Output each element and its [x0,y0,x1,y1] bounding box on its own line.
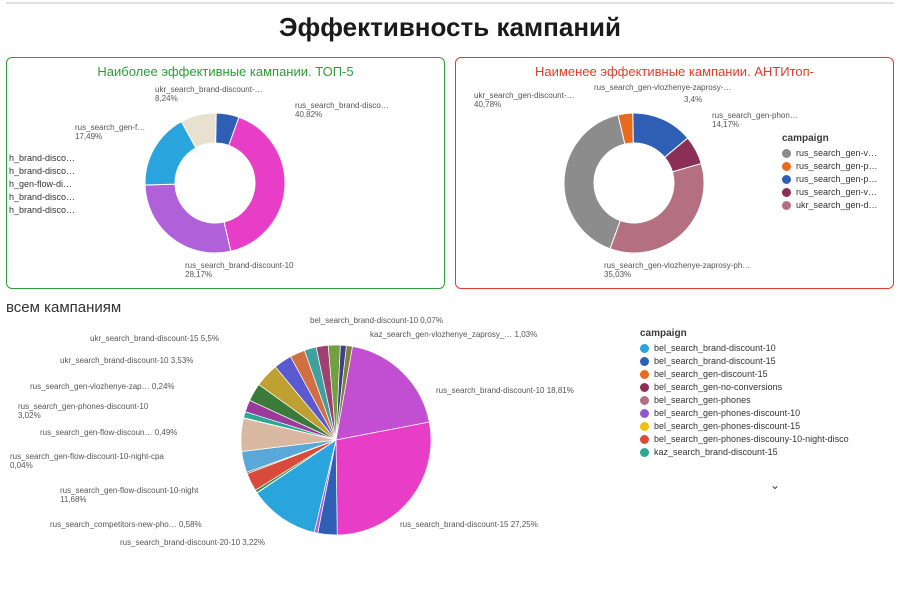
legend-item: h_brand-disco… [9,205,75,215]
slice-label: ukr_search_brand-discount-10 3,53% [60,356,193,365]
legend-item[interactable]: bel_search_gen-phones-discount-15 [640,421,849,431]
swatch [640,396,649,405]
slice-label: ukr_search_brand-discount-…8,24% [155,85,263,103]
legend-right: campaign rus_search_gen-v… rus_search_gen-… [782,133,878,213]
anti-chart: ukr_search_gen-discount-…40,78% rus_searc… [464,83,885,273]
legend-item[interactable]: bel_search_brand-discount-10 [640,343,849,353]
legend-item[interactable]: bel_search_gen-phones-discouny-10-night-… [640,434,849,444]
anti-panel: Наименее эффективные кампании. АНТИтоп- … [455,57,894,289]
slice-label: rus_search_brand-discount-15 27,25% [400,520,538,529]
swatch [640,357,649,366]
legend-item[interactable]: bel_search_gen-phones-discount-10 [640,408,849,418]
legend-item[interactable]: bel_search_gen-phones [640,395,849,405]
swatch [640,409,649,418]
swatch [782,162,791,171]
swatch [782,188,791,197]
slice-label: rus_search_gen-vlozhenye-zaprosy-… [594,83,731,92]
slice-label: 3,4% [684,95,702,104]
swatch [640,448,649,457]
legend-item: h_brand-disco… [9,192,75,202]
legend-label: rus_search_gen-p… [796,174,878,184]
top5-panel: Наиболее эффективные кампании. ТОП-5 rus… [6,57,445,289]
all-title: всем кампаниям [6,299,900,316]
swatch [640,383,649,392]
legend-label: bel_search_brand-discount-10 [654,343,776,353]
donut-slice[interactable] [610,164,704,253]
legend-title: campaign [782,133,878,144]
slice-label: rus_search_competitors-new-pho… 0,58% [50,520,202,529]
legend-item[interactable]: bel_search_gen-discount-15 [640,369,849,379]
top5-chart: rus_search_brand-disco…40,82% rus_search_… [15,83,436,273]
slice-label: rus_search_brand-discount-10 18,81% [436,386,574,395]
slice-label: rus_search_gen-f…17,49% [75,123,145,141]
slice-label: rus_search_gen-vlozhenye-zap… 0,24% [30,382,175,391]
legend-item: h_brand-disco… [9,166,75,176]
top5-title: Наиболее эффективные кампании. ТОП-5 [15,64,436,79]
donut-slice[interactable] [564,115,625,249]
legend-item[interactable]: ukr_search_gen-d… [782,200,878,210]
pie-slice[interactable] [336,422,431,535]
legend-label: bel_search_gen-discount-15 [654,369,768,379]
swatch [782,149,791,158]
swatch [782,175,791,184]
legend-label: bel_search_gen-phones [654,395,751,405]
legend-item[interactable]: rus_search_gen-p… [782,174,878,184]
slice-label: bel_search_brand-discount-10 0,07% [310,316,443,325]
legend-label: bel_search_gen-no-conversions [654,382,782,392]
swatch [640,344,649,353]
chevron-down-icon[interactable]: ⌄ [770,478,900,492]
swatch [640,435,649,444]
legend-label: rus_search_gen-p… [796,161,878,171]
donut-slice[interactable] [145,184,231,253]
legend-label: kaz_search_brand-discount-15 [654,447,778,457]
slice-label: rus_search_brand-disco…40,82% [295,101,389,119]
legend-item[interactable]: bel_search_brand-discount-15 [640,356,849,366]
slice-label: rus_search_gen-flow-discount-10-night11,… [60,486,198,504]
swatch [640,370,649,379]
legend-label: bel_search_gen-phones-discount-15 [654,421,800,431]
legend-item[interactable]: rus_search_gen-v… [782,187,878,197]
legend-item[interactable]: bel_search_gen-no-conversions [640,382,849,392]
legend-title: campaign [640,328,849,339]
page-title: Эффективность кампаний [0,12,900,43]
legend-label: rus_search_gen-v… [796,148,877,158]
swatch [640,422,649,431]
slice-label: rus_search_brand-discount-1028,17% [185,261,294,279]
anti-title: Наименее эффективные кампании. АНТИтоп- [464,64,885,79]
legend-label: bel_search_gen-phones-discouny-10-night-… [654,434,849,444]
slice-label: rus_search_gen-flow-discount-10-night-cp… [10,452,164,470]
legend-item[interactable]: rus_search_gen-v… [782,148,878,158]
slice-label: ukr_search_brand-discount-15 5,5% [90,334,219,343]
legend-item[interactable]: rus_search_gen-p… [782,161,878,171]
legend-item[interactable]: kaz_search_brand-discount-15 [640,447,849,457]
slice-label: ukr_search_gen-discount-…40,78% [474,91,575,109]
legend-item: h_gen-flow-di… [9,179,75,189]
legend: campaign bel_search_brand-discount-10 bel_… [640,328,849,474]
legend-label: ukr_search_gen-d… [796,200,878,210]
slice-label: rus_search_gen-vlozhenye-zaprosy-ph…35,0… [604,261,750,279]
all-chart: bel_search_brand-discount-10 0,07%kaz_se… [0,320,900,560]
slice-label: rus_search_brand-discount-20-10 3,22% [120,538,265,547]
legend-left: h_brand-disco… h_brand-disco… h_gen-flow-d… [9,153,75,218]
top-row: Наиболее эффективные кампании. ТОП-5 rus… [0,57,900,289]
slice-label: rus_search_gen-flow-discoun… 0,49% [40,428,177,437]
slice-label: rus_search_gen-phon…14,17% [712,111,798,129]
slice-label: rus_search_gen-phones-discount-103,02% [18,402,148,420]
legend-item: h_brand-disco… [9,153,75,163]
header-divider [6,2,894,4]
legend-label: rus_search_gen-v… [796,187,877,197]
legend-label: bel_search_brand-discount-15 [654,356,776,366]
swatch [782,201,791,210]
donut-slice[interactable] [224,117,285,251]
legend-label: bel_search_gen-phones-discount-10 [654,408,800,418]
slice-label: kaz_search_gen-vlozhenye_zaprosy_… 1,03% [370,330,537,339]
